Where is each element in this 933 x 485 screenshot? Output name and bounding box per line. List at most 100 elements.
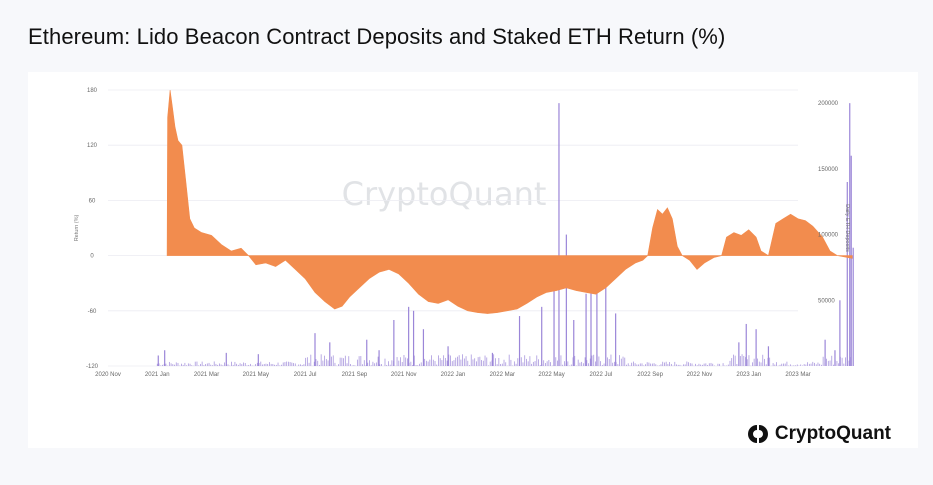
- deposit-bar: [824, 339, 826, 366]
- deposit-bar: [843, 363, 845, 366]
- deposit-bar: [310, 354, 312, 366]
- deposit-bar: [814, 362, 815, 366]
- deposit-bar: [600, 361, 602, 366]
- deposit-bar: [329, 342, 331, 366]
- x-tick-label: 2021 Jul: [294, 372, 317, 378]
- deposit-bar: [369, 360, 370, 366]
- deposit-bar: [262, 364, 263, 366]
- deposit-bar: [275, 364, 277, 366]
- x-tick-label: 2021 Sep: [342, 372, 368, 378]
- deposit-bar: [607, 357, 608, 366]
- deposit-bar: [774, 364, 776, 366]
- deposit-bar: [338, 364, 339, 366]
- deposit-bar: [648, 362, 650, 366]
- deposit-bar: [553, 365, 555, 366]
- deposit-bar: [610, 354, 612, 366]
- deposit-bar: [410, 361, 412, 366]
- deposit-bar: [479, 356, 481, 366]
- deposit-bar: [582, 363, 584, 366]
- deposit-bar: [550, 362, 551, 366]
- deposit-bar: [627, 363, 629, 366]
- deposit-bar: [848, 360, 850, 366]
- deposit-bar: [420, 362, 422, 366]
- deposit-bar: [210, 364, 212, 366]
- deposit-bar: [213, 361, 215, 366]
- deposit-bar: [620, 358, 622, 366]
- deposit-bar: [256, 362, 258, 366]
- deposit-bar: [212, 365, 213, 366]
- deposit-bar: [391, 360, 393, 366]
- deposit-bar: [436, 364, 438, 366]
- deposit-bar: [520, 357, 522, 366]
- deposit-bar: [407, 358, 408, 366]
- deposit-bar: [664, 362, 665, 366]
- deposit-bar: [708, 363, 710, 366]
- deposit-bar: [241, 364, 243, 366]
- deposit-bar: [363, 360, 365, 366]
- deposit-bar: [803, 364, 805, 366]
- deposit-bar: [389, 364, 391, 366]
- deposit-bar: [208, 362, 210, 366]
- deposit-bar: [829, 360, 831, 366]
- deposit-bar: [491, 352, 494, 366]
- deposit-bar: [765, 364, 767, 366]
- deposit-bar: [329, 364, 331, 366]
- deposit-bar: [458, 355, 460, 366]
- deposit-bar: [408, 362, 410, 366]
- deposit-bar: [839, 300, 841, 366]
- left-tick-label: 60: [89, 198, 96, 204]
- deposit-bar: [527, 361, 529, 366]
- deposit-bar: [662, 361, 664, 366]
- deposit-bar: [474, 358, 476, 366]
- left-tick-label: 120: [87, 143, 98, 149]
- deposit-bar: [344, 355, 346, 366]
- deposit-bar: [443, 355, 445, 366]
- deposit-bar: [824, 362, 826, 366]
- deposit-bar: [431, 355, 432, 366]
- deposit-bar: [515, 363, 517, 366]
- chart-title: Ethereum: Lido Beacon Contract Deposits …: [28, 24, 726, 49]
- deposit-bar: [762, 354, 764, 366]
- deposit-bar: [772, 363, 774, 366]
- deposit-bar: [393, 361, 395, 366]
- deposit-bar: [545, 363, 546, 366]
- deposit-bar: [736, 364, 738, 366]
- deposit-bar: [767, 357, 769, 366]
- deposit-bar: [517, 358, 519, 366]
- chart-svg[interactable]: CryptoQuant 180 120 60 0 -60 -120 200000 15000…: [28, 72, 918, 448]
- deposit-bar: [303, 364, 305, 366]
- deposit-bar: [757, 358, 758, 366]
- x-tick-label: 2022 Jul: [590, 372, 613, 378]
- deposit-bar: [170, 363, 172, 366]
- deposit-bar: [670, 363, 672, 366]
- deposit-bar: [413, 355, 415, 366]
- deposit-bar: [852, 247, 854, 366]
- deposit-bar: [314, 333, 316, 366]
- deposit-bar: [789, 364, 791, 366]
- deposit-bar: [343, 358, 344, 366]
- deposit-bar: [821, 364, 822, 366]
- deposit-bar: [565, 234, 567, 366]
- deposit-bar: [225, 352, 227, 366]
- deposit-bar: [585, 293, 587, 366]
- deposit-bar: [232, 364, 234, 366]
- deposit-bar: [598, 356, 600, 366]
- deposit-bar: [850, 357, 852, 366]
- deposit-bar: [541, 364, 543, 366]
- deposit-bar: [236, 363, 238, 366]
- deposit-bar: [846, 364, 848, 366]
- deposit-bar: [645, 364, 646, 366]
- deposit-bar: [327, 360, 329, 366]
- deposit-bar: [200, 363, 201, 366]
- deposit-bar: [206, 363, 208, 366]
- deposit-bar: [572, 357, 574, 366]
- deposit-bar: [220, 364, 222, 366]
- deposit-bar: [324, 355, 326, 366]
- deposit-bar: [225, 364, 227, 366]
- deposit-bar: [641, 363, 643, 366]
- deposit-bar: [557, 360, 558, 366]
- deposit-bar: [419, 363, 420, 366]
- deposit-bar: [619, 355, 620, 366]
- deposit-bar: [698, 363, 700, 366]
- deposit-bar: [815, 364, 817, 366]
